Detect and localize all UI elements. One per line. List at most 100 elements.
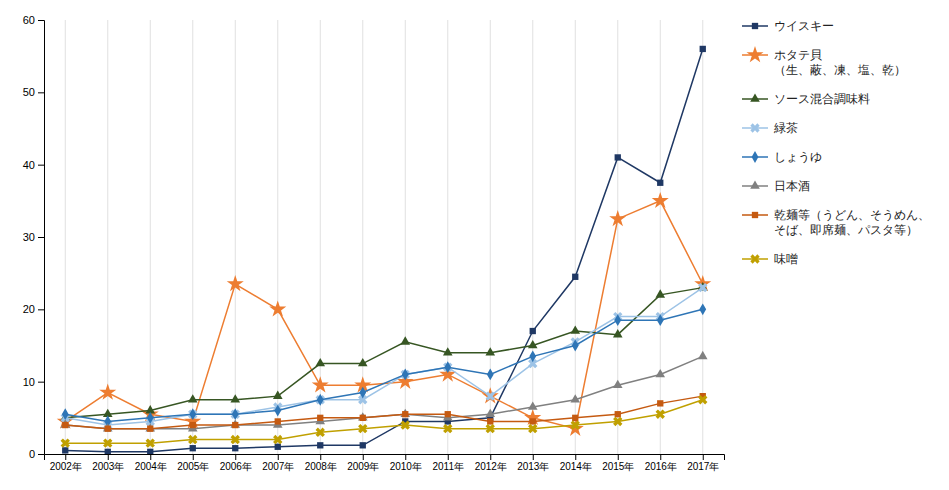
legend-item: 緑茶 [742,121,798,135]
x-tick-label: 2017年 [687,461,719,472]
point [530,328,536,334]
x-tick-mark [490,454,491,460]
x-tick: 2006年 [220,454,252,472]
y-tick-label: 20 [23,303,35,315]
y-tick: 0 [29,448,44,460]
x-axis-line [45,455,725,461]
point [482,387,499,403]
point [232,445,238,451]
y-tick-label: 0 [29,448,35,460]
series-line [65,396,703,429]
point [402,369,409,381]
point [398,367,412,381]
grid-line [235,20,236,454]
grid-line [532,20,533,454]
y-tick: 10 [23,376,44,388]
point [655,369,665,377]
series-line [65,400,703,443]
legend-item: ウイスキー [742,19,834,33]
x-tick-mark [278,454,279,460]
point [315,358,325,366]
point [528,340,538,348]
point [657,314,664,326]
legend-marker [752,151,759,163]
x-tick: 2003年 [92,454,124,472]
point [400,409,410,417]
series [62,46,706,454]
x-tick-mark [405,454,406,460]
point [227,275,244,291]
grid-x [65,20,703,454]
x-tick-mark [150,454,151,460]
point [699,303,706,315]
point [572,340,579,352]
y-tick-label: 40 [23,159,35,171]
point [188,394,198,402]
point [147,426,153,432]
x-tick-label: 2015年 [602,461,634,472]
point [312,376,329,392]
point [441,360,455,374]
grid-line [575,20,576,454]
point [611,414,625,428]
y-tick-mark [38,20,44,21]
point [657,400,663,406]
series-line [65,309,703,421]
point [485,409,495,417]
point [103,423,113,431]
legend-label: ホタテ貝（生、蔽、凍、塩、乾） [774,48,906,77]
legend-marker [748,121,762,135]
legend-marker [750,93,760,101]
x-tick: 2002年 [50,454,82,472]
point [567,420,584,436]
point [572,415,578,421]
y-tick: 50 [23,86,44,98]
point [572,274,578,280]
x-tick-mark [703,454,704,460]
series [60,282,707,421]
point [526,422,540,436]
y-axis: 0102030405060 [23,14,45,460]
legend-label: ウイスキー [774,19,834,33]
point [613,329,623,337]
point [317,394,324,406]
point [147,412,154,424]
marks [57,46,712,454]
point [313,425,327,439]
point [696,393,710,407]
legend-label: 乾麺等（うどん、そうめん、そば、即席麺、パスタ等） [774,208,930,237]
legend-marker [748,252,762,266]
point [271,432,285,446]
legend-item: しょうゆ [742,150,822,164]
legend-item: 日本酒 [742,179,810,193]
point [485,347,495,355]
point [400,336,410,344]
x-tick-label: 2008年 [305,461,337,472]
x-tick: 2013年 [517,454,549,472]
point [273,391,283,399]
point [230,394,240,402]
point [62,408,69,420]
x-tick-label: 2010年 [390,461,422,472]
x-tick-mark [235,454,236,460]
grid-line [277,20,278,454]
y-tick-label: 50 [23,86,35,98]
series [58,281,710,433]
point [228,432,242,446]
x-tick-mark [108,454,109,460]
x-tick-mark [65,454,66,460]
point [189,408,196,420]
x-tick-label: 2002年 [50,461,82,472]
legend-item: 味噌 [742,252,798,266]
point [615,154,621,160]
y-tick: 40 [23,159,44,171]
point [105,426,111,432]
point [275,444,281,450]
y-tick-mark [38,309,44,310]
x-tick-mark [575,454,576,460]
series [58,393,710,450]
point [358,412,368,420]
x-tick-label: 2011年 [432,461,464,472]
legend-marker [746,46,763,62]
grid-line [65,20,66,454]
